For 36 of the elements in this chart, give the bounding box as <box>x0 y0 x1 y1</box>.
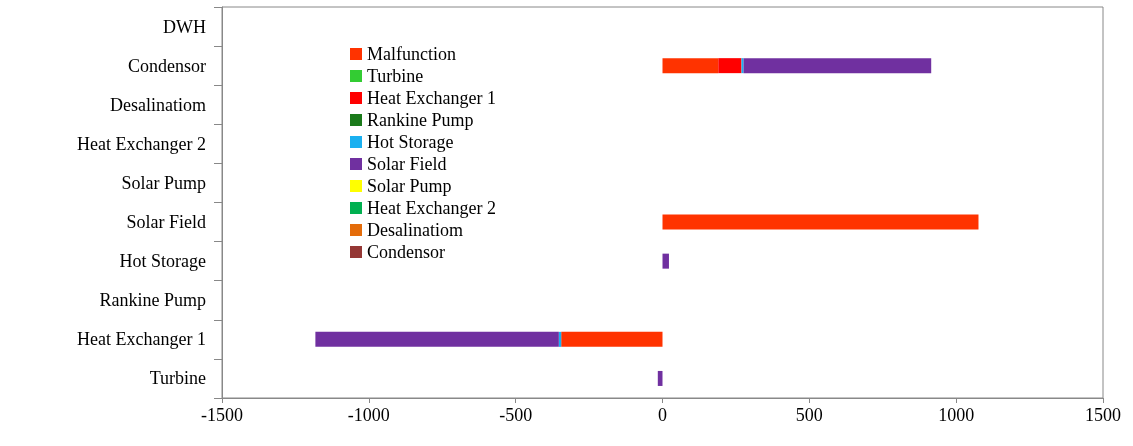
x-tick-label: -1000 <box>347 405 390 425</box>
x-tick-label: 1000 <box>938 405 975 425</box>
bar <box>657 370 663 386</box>
legend-label: Desalinatiom <box>367 220 463 240</box>
y-tick-label: Rankine Pump <box>99 290 206 311</box>
bar <box>561 331 663 347</box>
y-tick-label: DWH <box>163 16 206 37</box>
legend-label: Hot Storage <box>367 132 454 152</box>
legend-label: Solar Field <box>367 154 447 174</box>
legend-label: Malfunction <box>367 44 456 64</box>
legend-label: Solar Pump <box>367 176 452 196</box>
x-tick-label: 1500 <box>1085 405 1121 425</box>
y-tick-label: Turbine <box>149 368 206 389</box>
legend-label: Rankine Pump <box>367 110 474 130</box>
legend-label: Heat Exchanger 2 <box>367 198 496 218</box>
x-tick-label: -1500 <box>201 405 243 425</box>
x-tick-label: -500 <box>499 405 533 425</box>
legend-label: Turbine <box>367 66 424 86</box>
bar <box>741 58 744 74</box>
bar <box>662 214 979 230</box>
y-tick-label: Hot Storage <box>119 251 207 272</box>
bar <box>718 58 742 74</box>
y-tick-label: Solar Field <box>126 212 206 233</box>
y-tick-label: Desalinatiom <box>110 94 206 115</box>
bar <box>743 58 932 74</box>
legend-label: Condensor <box>367 242 445 262</box>
x-tick-label: 0 <box>658 405 667 425</box>
y-tick-label: Heat Exchanger 2 <box>77 133 206 154</box>
legend-label: Heat Exchanger 1 <box>367 88 496 108</box>
x-tick-label: 500 <box>795 405 823 425</box>
y-tick-label: Solar Pump <box>121 172 206 193</box>
bar <box>662 253 669 269</box>
bar <box>662 58 719 74</box>
y-tick-label: Heat Exchanger 1 <box>77 329 206 350</box>
y-tick-label: Condensor <box>128 55 206 76</box>
bar <box>315 331 559 347</box>
